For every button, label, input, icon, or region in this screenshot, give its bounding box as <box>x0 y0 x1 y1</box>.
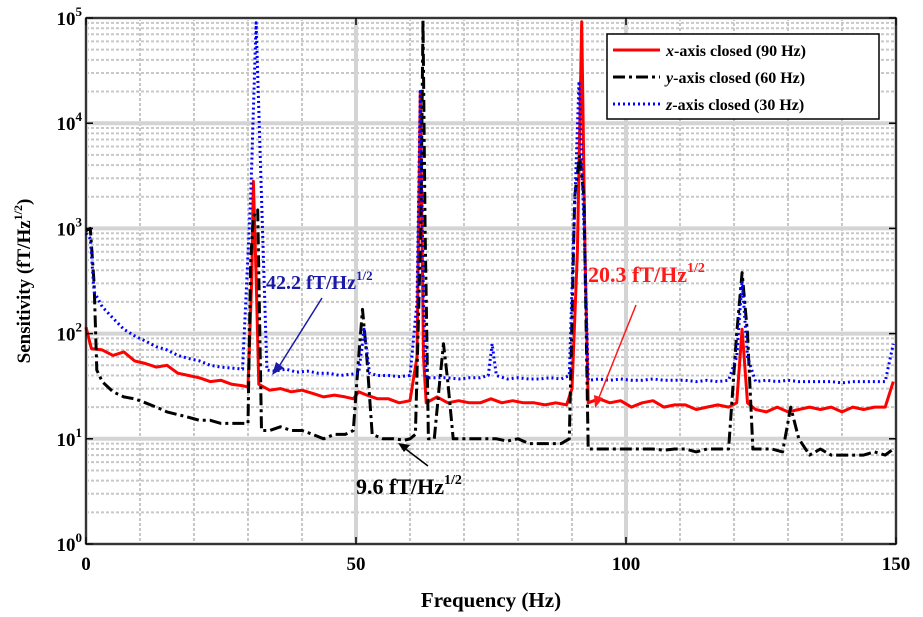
legend-label-y: -axis closed (60 Hz) <box>673 70 805 87</box>
svg-text:x-axis closed (90 Hz): x-axis closed (90 Hz) <box>665 43 806 60</box>
y-axis-label-tail: ) <box>14 199 35 205</box>
plot-series <box>84 18 895 457</box>
annotation-red: 20.3 fT/Hz1/2 <box>588 261 705 408</box>
x-tick-label: 0 <box>81 554 91 575</box>
series-line-z <box>84 21 895 385</box>
svg-text:42.2 fT/Hz1/2: 42.2 fT/Hz1/2 <box>266 268 373 294</box>
svg-text:z-axis closed (30 Hz): z-axis closed (30 Hz) <box>665 97 804 114</box>
annotation-sup-red: 1/2 <box>687 261 705 276</box>
svg-text:y-axis closed (60 Hz): y-axis closed (60 Hz) <box>664 70 805 87</box>
annotation-black: 9.6 fT/Hz1/2 <box>356 443 462 499</box>
y-tick-label: 100 <box>57 530 83 556</box>
y-axis-label: Sensitivity (fT/Hz1/2) <box>11 199 35 364</box>
y-tick-label: 101 <box>57 425 83 451</box>
x-tick-label: 50 <box>347 554 366 575</box>
x-tick-label: 100 <box>612 554 641 575</box>
legend: x-axis closed (90 Hz) y-axis closed (60 … <box>606 33 880 120</box>
x-axis-label: Frequency (Hz) <box>421 588 561 612</box>
y-axis-label-main: Sensitivity (fT/Hz <box>14 220 35 364</box>
y-tick-label: 103 <box>57 214 83 240</box>
annotation-arrow-blue <box>277 297 323 369</box>
y-tick-label: 104 <box>57 109 83 135</box>
legend-axis-x: x <box>665 43 674 60</box>
axis-ticks: 0 50 100 150 100 101 102 103 104 105 <box>57 4 911 575</box>
y-tick-label: 102 <box>57 320 83 346</box>
series-line-x <box>84 20 895 414</box>
arrowhead-red <box>594 395 603 408</box>
arrowhead-black <box>398 443 410 452</box>
legend-label-z: -axis closed (30 Hz) <box>672 97 804 114</box>
y-tick-label: 105 <box>57 4 83 30</box>
legend-label-x: -axis closed (90 Hz) <box>674 43 806 60</box>
svg-text:9.6 fT/Hz1/2: 9.6 fT/Hz1/2 <box>356 473 462 499</box>
annotation-sup-black: 1/2 <box>444 473 462 488</box>
x-tick-label: 150 <box>882 554 911 575</box>
y-axis-label-sup: 1/2 <box>11 205 25 220</box>
annotation-text-black: 9.6 fT/Hz <box>356 474 444 499</box>
annotation-arrow-red <box>597 304 637 401</box>
annotation-sup-blue: 1/2 <box>356 268 373 283</box>
legend-axis-z: z <box>665 97 673 114</box>
annotation-text-blue: 42.2 fT/Hz <box>266 272 356 294</box>
arrowhead-blue <box>272 362 284 375</box>
annotation-blue: 42.2 fT/Hz1/2 <box>266 268 373 375</box>
annotation-arrow-black <box>402 446 429 467</box>
legend-axis-y: y <box>664 70 674 87</box>
svg-text:20.3 fT/Hz1/2: 20.3 fT/Hz1/2 <box>588 261 705 287</box>
plot-frame <box>85 17 897 545</box>
annotation-text-red: 20.3 fT/Hz <box>588 262 687 287</box>
